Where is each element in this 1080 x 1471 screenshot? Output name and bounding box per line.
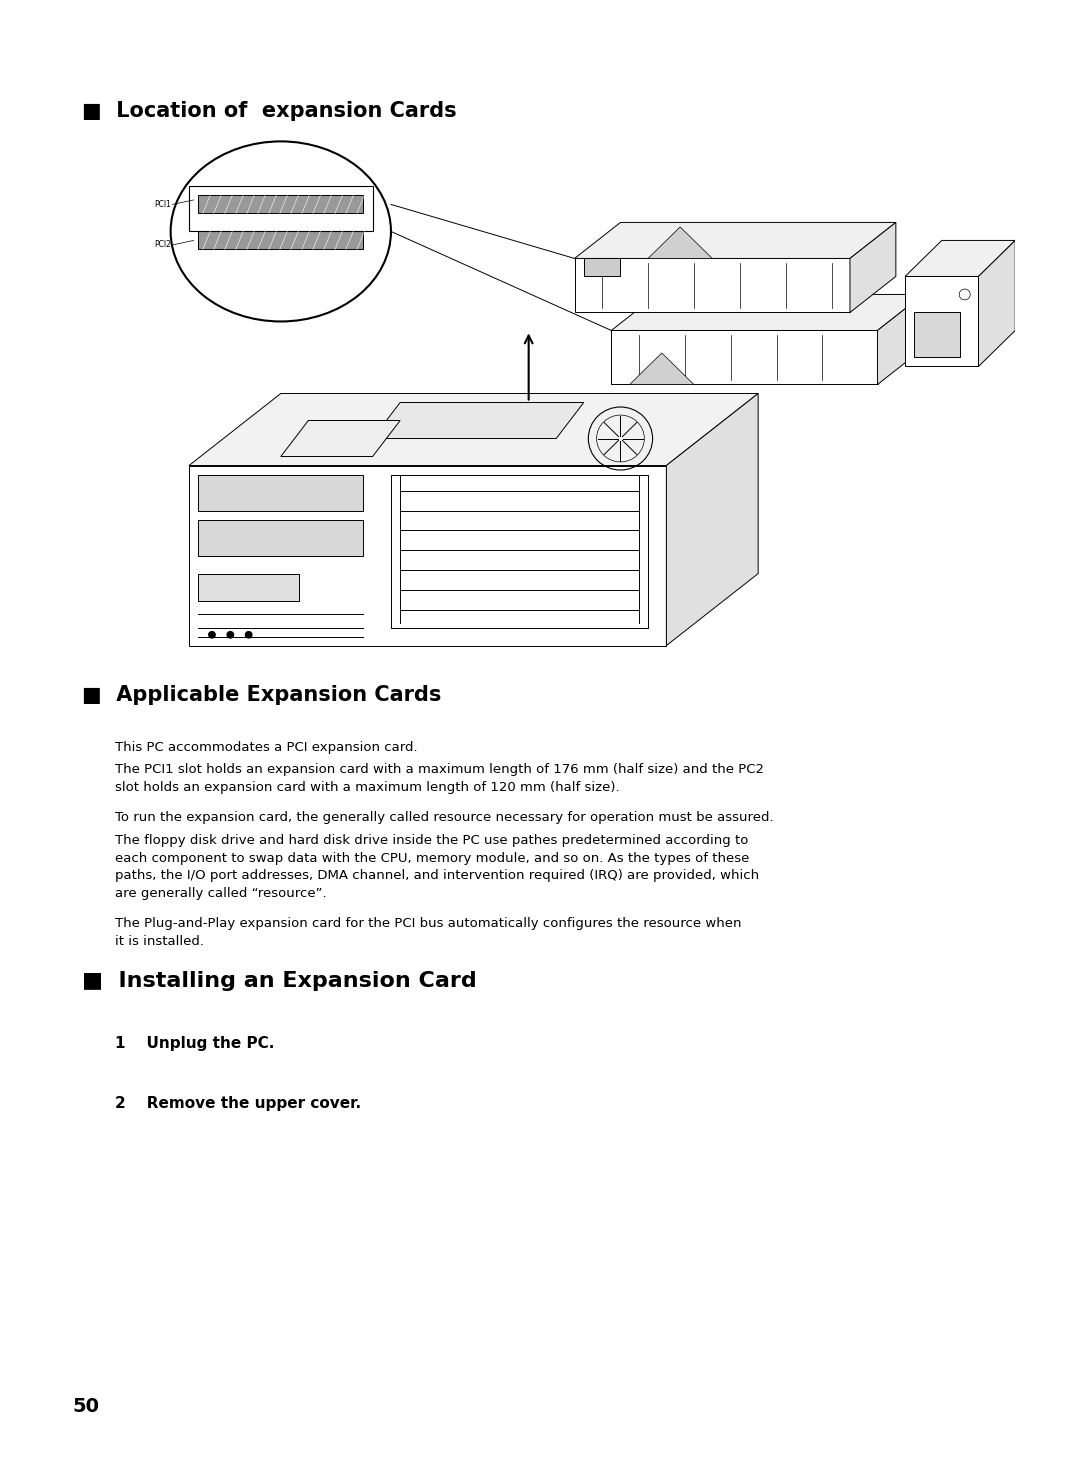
Polygon shape [575,259,850,312]
Polygon shape [199,475,363,510]
Polygon shape [373,403,583,438]
Polygon shape [630,353,693,384]
Text: The PCI1 slot holds an expansion card with a maximum length of 176 mm (half size: The PCI1 slot holds an expansion card wi… [114,763,764,793]
Text: 50: 50 [72,1397,99,1417]
Polygon shape [583,259,620,277]
Polygon shape [189,393,758,465]
Text: PCI2: PCI2 [153,240,171,250]
Polygon shape [978,240,1015,366]
Text: The Plug-and-Play expansion card for the PCI bus automatically configures the re: The Plug-and-Play expansion card for the… [114,916,742,947]
Polygon shape [611,294,923,331]
Polygon shape [905,240,1015,277]
Polygon shape [850,222,896,312]
Polygon shape [189,465,666,646]
Polygon shape [877,294,923,384]
Circle shape [245,631,252,638]
Text: The floppy disk drive and hard disk drive inside the PC use pathes predetermined: The floppy disk drive and hard disk driv… [114,834,759,899]
Circle shape [208,631,215,638]
Text: 2    Remove the upper cover.: 2 Remove the upper cover. [114,1096,361,1111]
Text: 1    Unplug the PC.: 1 Unplug the PC. [114,1036,274,1050]
Polygon shape [199,196,363,213]
Polygon shape [648,227,713,259]
Polygon shape [575,222,896,259]
Polygon shape [391,475,648,628]
Polygon shape [281,421,400,456]
Polygon shape [611,331,877,384]
Text: This PC accommodates a PCI expansion card.: This PC accommodates a PCI expansion car… [114,741,418,755]
Polygon shape [905,277,978,366]
Text: ■  Installing an Expansion Card: ■ Installing an Expansion Card [82,971,476,991]
Text: ■  Applicable Expansion Cards: ■ Applicable Expansion Cards [82,685,442,705]
Polygon shape [199,519,363,556]
Ellipse shape [171,141,391,322]
Text: PCI1: PCI1 [153,200,171,209]
Polygon shape [666,393,758,646]
Circle shape [227,631,233,638]
Polygon shape [199,574,299,600]
Text: To run the expansion card, the generally called resource necessary for operation: To run the expansion card, the generally… [114,811,773,824]
Polygon shape [199,231,363,250]
Polygon shape [914,312,960,357]
Text: ■  Location of  expansion Cards: ■ Location of expansion Cards [82,101,457,121]
